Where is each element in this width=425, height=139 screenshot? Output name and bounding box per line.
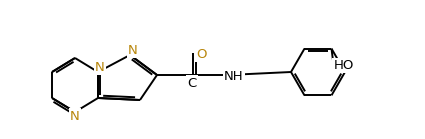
Text: N: N <box>128 44 138 56</box>
Text: N: N <box>95 60 105 74</box>
Text: NH: NH <box>224 70 244 83</box>
Text: N: N <box>70 110 80 122</box>
Text: C: C <box>187 76 197 90</box>
Text: O: O <box>197 48 207 60</box>
Text: HO: HO <box>333 59 354 72</box>
